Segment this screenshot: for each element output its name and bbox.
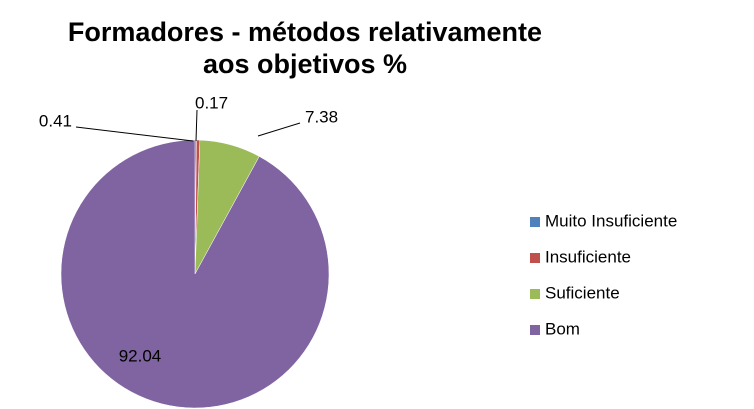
pie-slice [60, 139, 330, 409]
data-label: 0.41 [39, 111, 72, 130]
leader-line [75, 126, 194, 142]
legend-swatch [530, 217, 540, 227]
data-label: 0.17 [195, 93, 228, 112]
legend-swatch [530, 253, 540, 263]
leader-line [257, 122, 301, 137]
data-label: 92.04 [119, 346, 162, 365]
chart-title: Formadores - métodos relativamente aos o… [67, 17, 543, 79]
legend-swatch [530, 289, 540, 299]
legend-swatch [530, 325, 540, 335]
legend-label: Bom [545, 319, 580, 338]
leader-line [195, 109, 198, 142]
legend-label: Insuficiente [545, 247, 631, 266]
legend-label: Muito Insuficiente [545, 211, 677, 230]
legend-label: Suficiente [545, 283, 620, 302]
data-label: 7.38 [305, 107, 338, 126]
